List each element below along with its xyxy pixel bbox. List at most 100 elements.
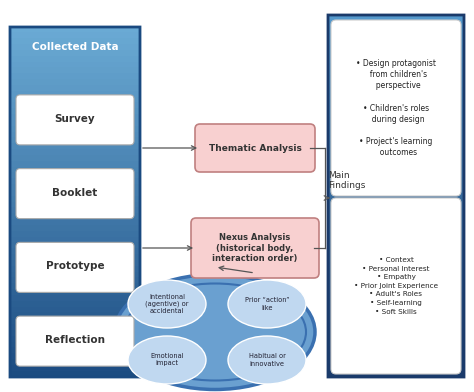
Bar	[328, 93, 464, 100]
Bar	[10, 353, 140, 359]
Bar	[328, 135, 464, 142]
Bar	[10, 371, 140, 377]
Bar	[328, 45, 464, 51]
Bar	[328, 358, 464, 365]
Text: Intentional
(agentive) or
accidental: Intentional (agentive) or accidental	[145, 294, 189, 314]
Bar	[328, 347, 464, 353]
Bar	[328, 87, 464, 93]
Bar	[328, 69, 464, 75]
Bar	[328, 39, 464, 45]
Bar	[328, 238, 464, 244]
Text: Habitual or
innovative: Habitual or innovative	[248, 354, 285, 367]
Bar	[328, 322, 464, 329]
Bar	[10, 272, 140, 278]
Bar	[328, 178, 464, 184]
Bar	[328, 159, 464, 166]
Bar	[328, 196, 464, 202]
Text: Prior “action”
like: Prior “action” like	[245, 298, 289, 310]
Bar	[10, 102, 140, 109]
Text: • Context
• Personal Interest
• Empathy
• Prior Joint Experience
• Adult's Roles: • Context • Personal Interest • Empathy …	[354, 258, 438, 314]
Bar	[328, 328, 464, 335]
Bar	[328, 81, 464, 87]
Bar	[10, 62, 140, 68]
Bar	[10, 230, 140, 237]
Bar	[328, 310, 464, 317]
FancyBboxPatch shape	[16, 316, 134, 366]
Bar	[10, 196, 140, 202]
FancyBboxPatch shape	[331, 20, 461, 196]
Bar	[328, 63, 464, 69]
Bar	[328, 244, 464, 250]
Bar	[328, 33, 464, 39]
Bar	[10, 277, 140, 284]
Bar	[10, 85, 140, 91]
Ellipse shape	[115, 274, 315, 390]
Bar	[328, 298, 464, 305]
Bar	[10, 207, 140, 214]
Bar	[10, 149, 140, 155]
Bar	[328, 226, 464, 232]
Bar	[10, 301, 140, 307]
Bar	[328, 20, 464, 27]
Bar	[10, 359, 140, 365]
Bar	[328, 365, 464, 371]
Bar	[328, 316, 464, 323]
FancyBboxPatch shape	[195, 124, 315, 172]
Bar	[10, 242, 140, 249]
Bar	[328, 334, 464, 341]
Text: Thematic Analysis: Thematic Analysis	[209, 143, 301, 152]
Bar	[328, 352, 464, 359]
Bar	[328, 340, 464, 347]
Bar	[328, 214, 464, 220]
Bar	[10, 120, 140, 126]
Bar	[328, 75, 464, 82]
FancyBboxPatch shape	[191, 218, 319, 278]
Bar	[328, 27, 464, 33]
Bar	[328, 274, 464, 280]
Bar	[10, 260, 140, 266]
Ellipse shape	[124, 283, 306, 381]
Bar	[328, 147, 464, 154]
Bar	[328, 256, 464, 262]
Bar	[10, 365, 140, 371]
Bar	[10, 126, 140, 132]
Bar	[328, 208, 464, 214]
Bar	[10, 295, 140, 301]
Text: Survey: Survey	[55, 114, 95, 124]
Bar	[328, 141, 464, 148]
Bar	[10, 213, 140, 220]
Bar	[328, 171, 464, 178]
Text: Prototype: Prototype	[46, 261, 104, 271]
Bar	[328, 153, 464, 160]
Text: Nexus Analysis
(historical body,
interaction order): Nexus Analysis (historical body, interac…	[212, 233, 298, 263]
FancyBboxPatch shape	[16, 242, 134, 292]
Bar	[10, 236, 140, 243]
Bar	[328, 292, 464, 299]
Bar	[328, 262, 464, 269]
Bar	[328, 183, 464, 190]
Bar	[10, 172, 140, 179]
Text: Reflection: Reflection	[45, 335, 105, 345]
Bar	[10, 96, 140, 103]
Bar	[328, 123, 464, 130]
Bar	[10, 225, 140, 231]
Bar	[328, 165, 464, 172]
Bar	[10, 50, 140, 56]
Bar	[10, 266, 140, 272]
Text: Collected Data: Collected Data	[32, 42, 118, 52]
Bar	[10, 341, 140, 348]
Text: Main
Findings: Main Findings	[328, 171, 365, 190]
Bar	[10, 161, 140, 167]
Bar	[10, 56, 140, 62]
Bar	[10, 190, 140, 196]
Bar	[328, 117, 464, 123]
Bar	[10, 219, 140, 225]
Bar	[328, 370, 464, 377]
Bar	[10, 336, 140, 342]
Bar	[10, 289, 140, 295]
Bar	[10, 67, 140, 74]
FancyBboxPatch shape	[331, 198, 461, 374]
Bar	[10, 73, 140, 80]
Bar	[10, 131, 140, 138]
Bar	[328, 51, 464, 57]
